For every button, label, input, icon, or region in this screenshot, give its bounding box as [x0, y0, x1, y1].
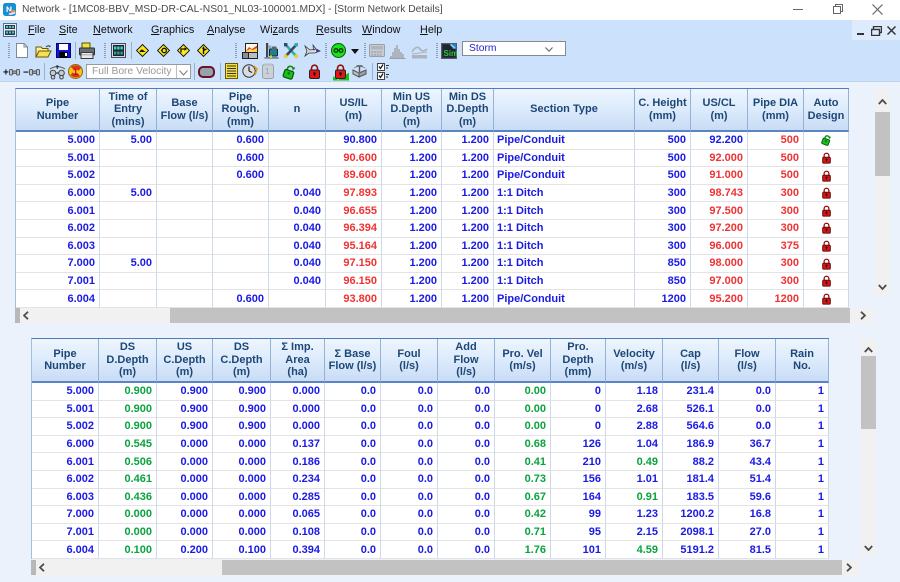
- svg-text:−: −: [23, 68, 29, 79]
- svg-text:Sim: Sim: [444, 49, 458, 58]
- svg-text:+: +: [3, 68, 9, 79]
- svg-text:1: 1: [73, 67, 78, 77]
- svg-text:1: 1: [265, 67, 270, 76]
